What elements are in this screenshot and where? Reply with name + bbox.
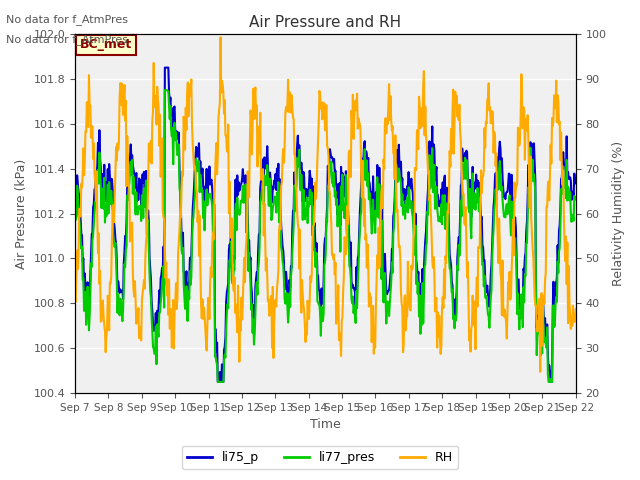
li75_p bbox=[80, 291, 88, 297]
li75_p bbox=[402, 187, 410, 193]
li75_p bbox=[161, 65, 169, 71]
li77_pres bbox=[132, 212, 140, 217]
li77_pres bbox=[572, 195, 580, 201]
RH bbox=[217, 35, 225, 40]
li77_pres bbox=[183, 317, 191, 323]
li77_pres bbox=[80, 308, 88, 314]
X-axis label: Time: Time bbox=[310, 419, 340, 432]
li75_p bbox=[183, 305, 191, 311]
li75_p bbox=[214, 379, 221, 385]
RH bbox=[209, 229, 217, 235]
Line: li77_pres: li77_pres bbox=[75, 90, 576, 382]
Text: No data for f_AtmPres: No data for f_AtmPres bbox=[6, 34, 129, 45]
li77_pres bbox=[402, 198, 410, 204]
li75_p bbox=[132, 185, 140, 191]
Line: li75_p: li75_p bbox=[75, 68, 576, 382]
RH bbox=[536, 369, 544, 375]
li77_pres bbox=[210, 216, 218, 222]
Y-axis label: Air Pressure (kPa): Air Pressure (kPa) bbox=[15, 158, 28, 269]
li77_pres bbox=[387, 280, 395, 286]
Text: No data for f_AtmPres: No data for f_AtmPres bbox=[6, 14, 129, 25]
RH bbox=[132, 298, 140, 304]
Text: BC_met: BC_met bbox=[80, 38, 132, 51]
RH bbox=[80, 172, 88, 178]
li77_pres bbox=[161, 87, 169, 93]
li75_p bbox=[210, 201, 218, 207]
RH bbox=[387, 93, 394, 99]
RH bbox=[572, 306, 580, 312]
Legend: li75_p, li77_pres, RH: li75_p, li77_pres, RH bbox=[182, 446, 458, 469]
li77_pres bbox=[214, 379, 221, 385]
RH bbox=[401, 292, 409, 298]
li77_pres bbox=[71, 206, 79, 212]
li75_p bbox=[71, 180, 79, 186]
Y-axis label: Relativity Humidity (%): Relativity Humidity (%) bbox=[612, 141, 625, 286]
Line: RH: RH bbox=[75, 37, 576, 372]
RH bbox=[182, 127, 190, 132]
li75_p bbox=[387, 266, 395, 272]
Title: Air Pressure and RH: Air Pressure and RH bbox=[250, 15, 401, 30]
RH bbox=[71, 296, 79, 302]
li75_p bbox=[572, 176, 580, 181]
